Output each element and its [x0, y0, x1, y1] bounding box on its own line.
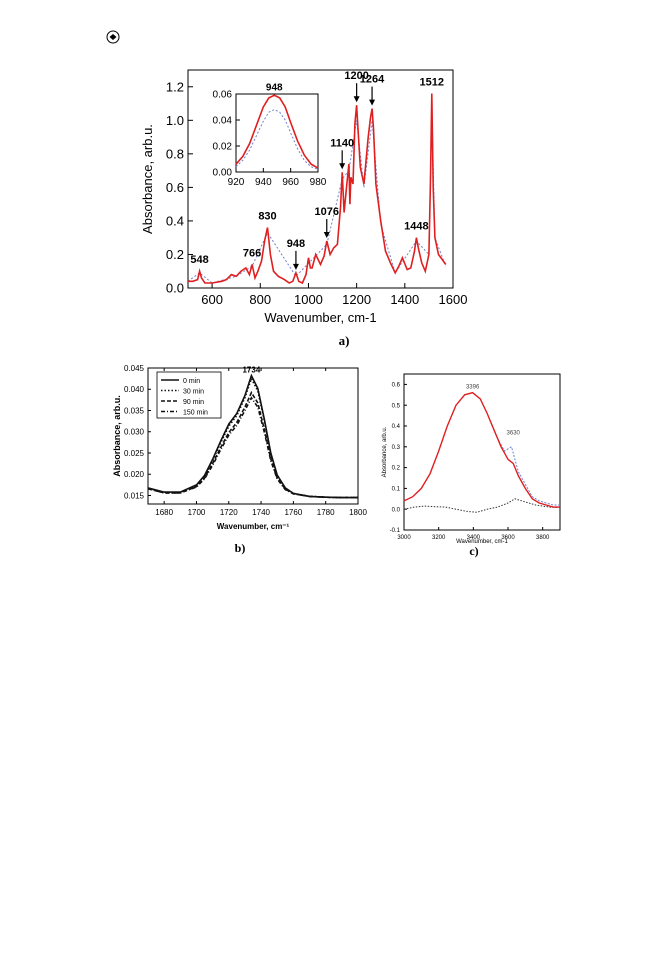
chart-c-panel-label: c) [469, 544, 478, 558]
chart-a-inset-x-tick-label: 920 [228, 177, 245, 188]
chart-b-series-line [147, 373, 358, 499]
chart-b-legend-label: 0 min [183, 378, 200, 385]
chart-a-inset-x-tick-label: 980 [310, 177, 327, 188]
chart-b-x-tick-label: 1720 [220, 508, 238, 517]
chart-a-annotation-label: 548 [190, 254, 208, 266]
chart-b-y-tick-label: 0.035 [124, 406, 145, 415]
chart-c-series-blue [490, 421, 560, 506]
chart-a-x-tick-label: 1600 [439, 292, 468, 307]
chart-a-annotation-arrowhead [292, 263, 299, 270]
chart-b-x-tick-label: 1740 [252, 508, 270, 517]
chart-c-annotation-label: 3396 [466, 385, 480, 391]
chart-a-annotation-label: 1512 [420, 76, 444, 88]
chart-a-annotation-arrowhead [339, 163, 346, 170]
chart-a-inset-y-tick-label: 0.06 [213, 90, 233, 101]
chart-c-frame [403, 373, 561, 531]
chart-c-y-tick-label: 0.2 [392, 466, 401, 472]
chart-c-annotation-label: 3630 [507, 430, 521, 436]
chart-a-x-tick-label: 1000 [294, 292, 323, 307]
chart-c-y-tick-label: 0.0 [392, 507, 401, 513]
chart-a-x-tick-label: 1200 [342, 292, 371, 307]
chart-c-y-axis-label: Absorbance, arb.u. [382, 426, 388, 477]
chart-a-series-dotted [187, 106, 447, 284]
chart-c-x-tick-label: 3200 [432, 535, 446, 541]
chart-b-legend-label: 90 min [183, 399, 204, 406]
chart-a-y-tick-label: 0.8 [166, 146, 184, 161]
chart-a-annotation-label: 948 [287, 238, 305, 250]
chart-a-x-tick-label: 600 [201, 292, 223, 307]
chart-a-series-solid [188, 93, 447, 285]
chart-c-y-tick-label: 0.3 [392, 445, 401, 451]
chart-a-inset-peak-label: 948 [266, 82, 283, 93]
chart-a-inset-series-dotted [235, 109, 319, 170]
chart-a-x-axis-label: Wavenumber, cm-1 [264, 310, 376, 325]
chart-a-x-tick-label: 1400 [390, 292, 419, 307]
chart-b-series-line [147, 376, 358, 499]
chart-a-annotation-label: 766 [243, 248, 261, 260]
chart-a-x-tick-label: 800 [249, 292, 271, 307]
chart-b-y-tick-label: 0.025 [124, 449, 145, 458]
chart-c-x-axis-label: Wavenumber, cm-1 [456, 539, 508, 545]
chart-a-annotation-label: 1448 [404, 221, 428, 233]
chart-b-peak-label: 1734 [242, 366, 260, 375]
chart-b-y-tick-label: 0.045 [124, 364, 145, 373]
chart-c-series-black [403, 498, 561, 513]
chart-a-y-tick-label: 1.2 [166, 79, 184, 94]
chart-c-y-tick-label: 0.1 [392, 487, 401, 493]
chart-b-x-tick-label: 1780 [317, 508, 335, 517]
chart-b-y-axis-label: Absorbance, arb.u. [112, 395, 122, 477]
chart-c-x-tick-label: 3000 [397, 535, 411, 541]
chart-b-panel-label: b) [235, 541, 246, 555]
chart-a-annotation-label: 1200 [344, 70, 368, 82]
chart-a-frame [187, 69, 454, 289]
chart-a-annotation-label: 1076 [315, 206, 339, 218]
chart-a-inset-frame [235, 93, 319, 173]
chart-c-series-red [403, 391, 560, 508]
circled-dot-icon [106, 30, 120, 44]
chart-b-x-axis-label: Wavenumber, cm⁻¹ [217, 522, 290, 531]
chart-a-annotation-arrowhead [369, 99, 376, 106]
chart-b-legend [156, 371, 222, 419]
chart-a-y-tick-label: 0.6 [166, 180, 184, 195]
chart-b-legend-label: 150 min [183, 410, 208, 417]
chart-b-y-tick-label: 0.020 [124, 470, 145, 479]
chart-b-x-tick-label: 1680 [155, 508, 173, 517]
chart-a-annotation-arrowhead [353, 96, 360, 103]
chart-b-legend-label: 30 min [183, 389, 204, 396]
chart-b-y-tick-label: 0.030 [124, 428, 145, 437]
chart-a-y-tick-label: 0.0 [166, 281, 184, 296]
chart-a-inset-y-tick-label: 0.00 [213, 168, 233, 179]
chart-a-annotation-arrowhead [323, 232, 330, 239]
chart-a-annotation-label: 830 [258, 211, 276, 223]
chart-a-annotation-label: 1264 [360, 74, 385, 86]
chart-a-y-tick-label: 0.4 [166, 213, 184, 228]
chart-c-y-tick-label: 0.5 [392, 403, 401, 409]
chart-a-inset-series-solid [235, 94, 319, 169]
chart-b-x-tick-label: 1700 [188, 508, 206, 517]
chart-c-y-tick-label: 0.4 [392, 424, 401, 430]
chart-a-panel-label: a) [339, 333, 350, 348]
chart-c-x-tick-label: 3400 [467, 535, 481, 541]
chart-c-y-tick-label: -0.1 [390, 528, 401, 534]
chart-b-frame [147, 367, 359, 505]
chart-c-y-tick-label: 0.6 [392, 383, 401, 389]
chart-b-y-tick-label: 0.015 [124, 491, 145, 500]
chart-a-y-tick-label: 1.0 [166, 113, 184, 128]
chart-a-y-tick-label: 0.2 [166, 247, 184, 262]
chart-b-x-tick-label: 1760 [284, 508, 302, 517]
chart-b-series-line [147, 396, 358, 499]
chart-b-y-tick-label: 0.040 [124, 385, 145, 394]
chart-a-inset-y-tick-label: 0.02 [213, 142, 233, 153]
chart-a-y-axis-label: Absorbance, arb.u. [140, 124, 155, 234]
chart-c-x-tick-label: 3800 [536, 535, 550, 541]
chart-c-x-tick-label: 3600 [501, 535, 515, 541]
chart-a-annotation-label: 1140 [330, 137, 354, 149]
chart-a-inset-y-tick-label: 0.04 [213, 116, 233, 127]
chart-a-inset-x-tick-label: 940 [255, 177, 272, 188]
chart-b-series-line [147, 390, 358, 499]
chart-b-x-tick-label: 1800 [349, 508, 367, 517]
chart-a-inset-x-tick-label: 960 [282, 177, 299, 188]
